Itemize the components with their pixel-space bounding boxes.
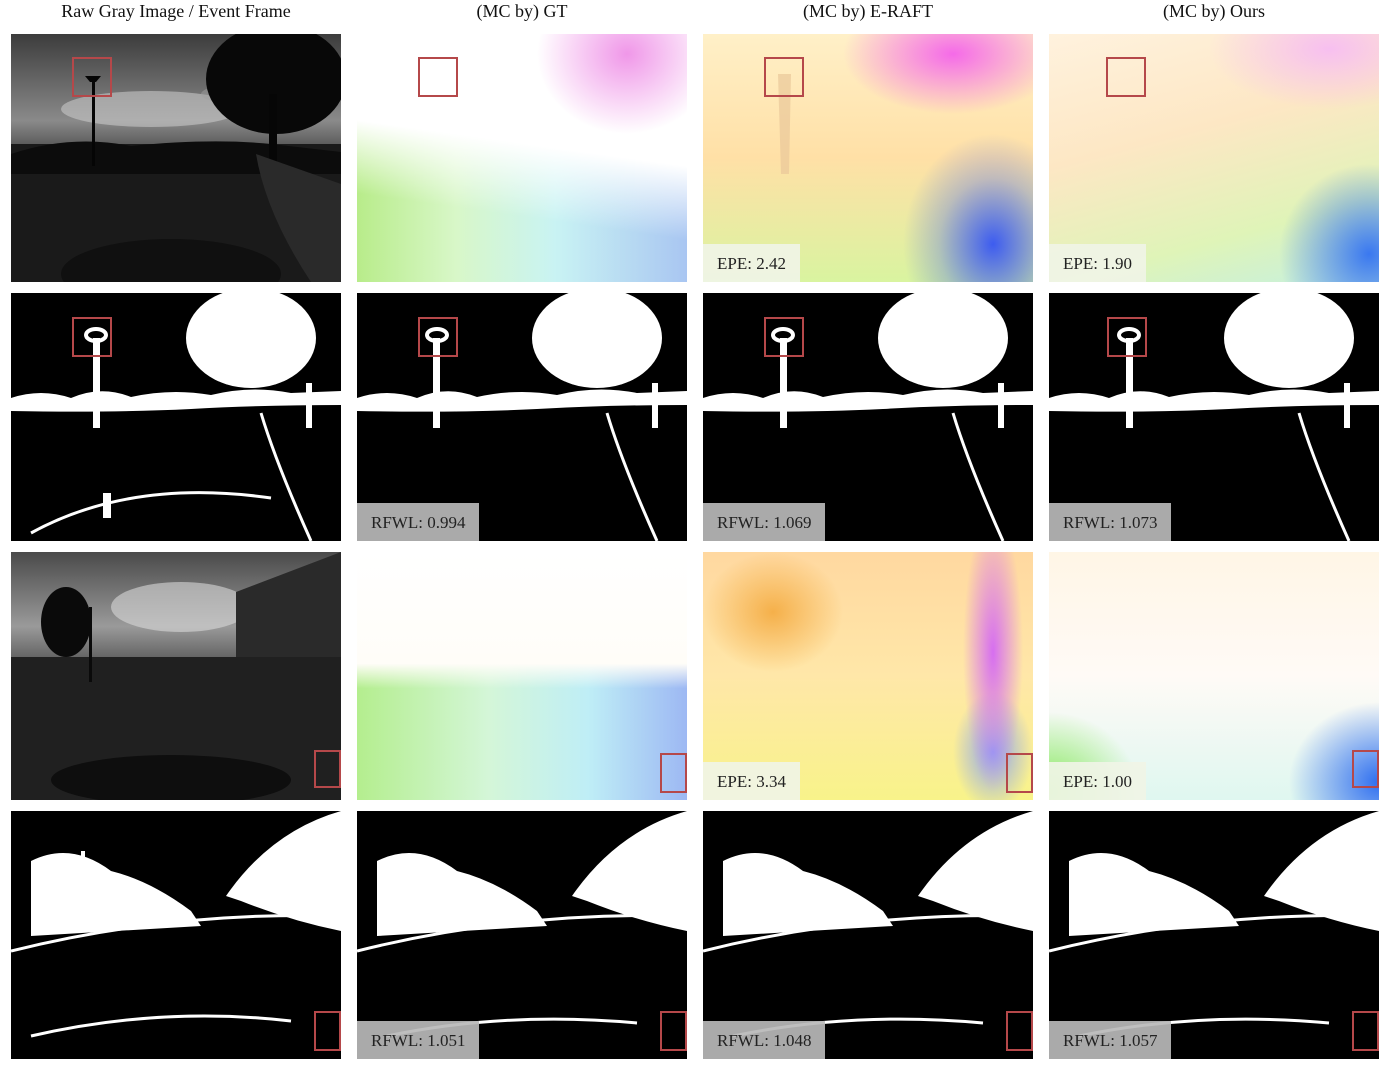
- rfwl-label: RFWL: 1.051: [357, 1021, 480, 1059]
- rfwl-label: RFWL: 1.057: [1049, 1021, 1172, 1059]
- scene2-event-frame-ours: RFWL: 1.057: [1049, 811, 1379, 1059]
- scene2-gt-flow: [357, 552, 687, 800]
- highlight-box: [1352, 1011, 1379, 1051]
- highlight-box: [72, 57, 112, 97]
- scene2-ours-flow: EPE: 1.00: [1049, 552, 1379, 800]
- scene2-event-frame-gt: RFWL: 1.051: [357, 811, 687, 1059]
- scene1-ours-flow: EPE: 1.90: [1049, 34, 1379, 282]
- epe-label: EPE: 1.90: [1049, 244, 1146, 282]
- highlight-box: [1006, 1011, 1033, 1051]
- highlight-box: [764, 317, 804, 357]
- rfwl-label: RFWL: 1.048: [703, 1021, 826, 1059]
- scene1-gt-flow: [357, 34, 687, 282]
- highlight-box: [1107, 317, 1147, 357]
- highlight-box: [314, 750, 341, 788]
- rfwl-label: RFWL: 0.994: [357, 503, 480, 541]
- highlight-box: [1352, 750, 1379, 788]
- rfwl-label: RFWL: 1.073: [1049, 503, 1172, 541]
- rfwl-label: RFWL: 1.069: [703, 503, 826, 541]
- highlight-box: [660, 1011, 687, 1051]
- scene2-event-frame-raw: [11, 811, 341, 1059]
- highlight-box: [418, 317, 458, 357]
- highlight-box: [314, 1011, 341, 1051]
- header-ours: (MC by) Ours: [1163, 1, 1265, 21]
- epe-label: EPE: 2.42: [703, 244, 800, 282]
- scene1-event-frame-raw: [11, 293, 341, 541]
- scene1-event-frame-gt: RFWL: 0.994: [357, 293, 687, 541]
- scene2-eraft-flow: EPE: 3.34: [703, 552, 1033, 800]
- scene1-event-frame-ours: RFWL: 1.073: [1049, 293, 1379, 541]
- highlight-box: [660, 753, 687, 793]
- header-eraft: (MC by) E-RAFT: [803, 1, 933, 21]
- highlight-box: [1006, 753, 1033, 793]
- epe-label: EPE: 1.00: [1049, 762, 1146, 800]
- scene2-event-frame-eraft: RFWL: 1.048: [703, 811, 1033, 1059]
- highlight-box: [72, 317, 112, 357]
- epe-label: EPE: 3.34: [703, 762, 800, 800]
- scene2-gray-image: [11, 552, 341, 800]
- header-gt: (MC by) GT: [476, 1, 568, 21]
- scene1-event-frame-eraft: RFWL: 1.069: [703, 293, 1033, 541]
- highlight-box: [764, 57, 804, 97]
- scene1-eraft-flow: EPE: 2.42: [703, 34, 1033, 282]
- scene1-gray-image: [11, 34, 341, 282]
- highlight-box: [418, 57, 458, 97]
- highlight-box: [1106, 57, 1146, 97]
- header-raw-gray-image: Raw Gray Image / Event Frame: [61, 1, 291, 21]
